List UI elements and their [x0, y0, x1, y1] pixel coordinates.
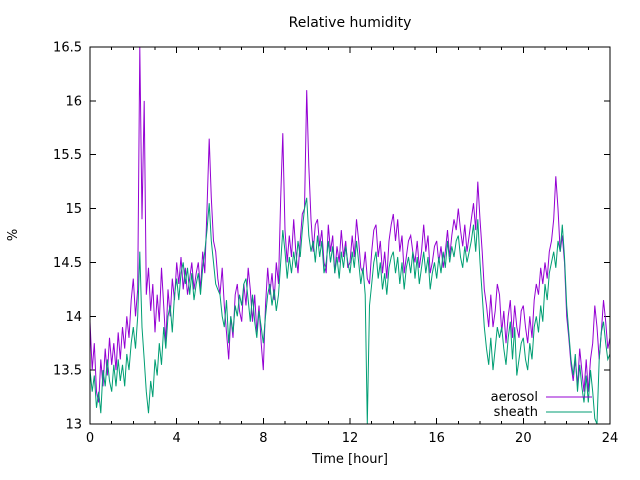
axis-ticks: 0 4 8 12 16 20 24 13 13.5 14 14.5 15 15.5 16 16.5	[53, 41, 618, 447]
chart-title: Relative humidity	[289, 15, 412, 31]
x-tick-label: 8	[259, 431, 267, 446]
y-tick-label: 16.5	[53, 41, 82, 56]
x-tick-label: 16	[428, 431, 445, 446]
legend-label-sheath: sheath	[494, 405, 538, 420]
plot-border	[89, 46, 611, 425]
y-tick-label: 15.5	[53, 148, 82, 163]
y-tick-label: 13	[65, 418, 82, 433]
series-aerosol-line	[89, 46, 611, 403]
y-tick-label: 14	[65, 310, 82, 325]
x-tick-label: 20	[515, 431, 532, 446]
y-axis-label: %	[6, 229, 21, 241]
x-axis-label: Time [hour]	[311, 452, 388, 467]
x-tick-label: 12	[342, 431, 359, 446]
y-tick-label: 15	[65, 202, 82, 217]
y-tick-label: 14.5	[53, 256, 82, 271]
y-tick-label: 13.5	[53, 364, 82, 379]
x-tick-label: 24	[602, 431, 619, 446]
legend-label-aerosol: aerosol	[491, 390, 538, 405]
x-tick-label: 0	[86, 431, 94, 446]
series-sheath-line	[89, 197, 611, 425]
y-tick-label: 16	[65, 94, 82, 109]
series-lines	[89, 46, 611, 425]
x-tick-label: 4	[173, 431, 181, 446]
legend: aerosol sheath	[491, 390, 592, 420]
